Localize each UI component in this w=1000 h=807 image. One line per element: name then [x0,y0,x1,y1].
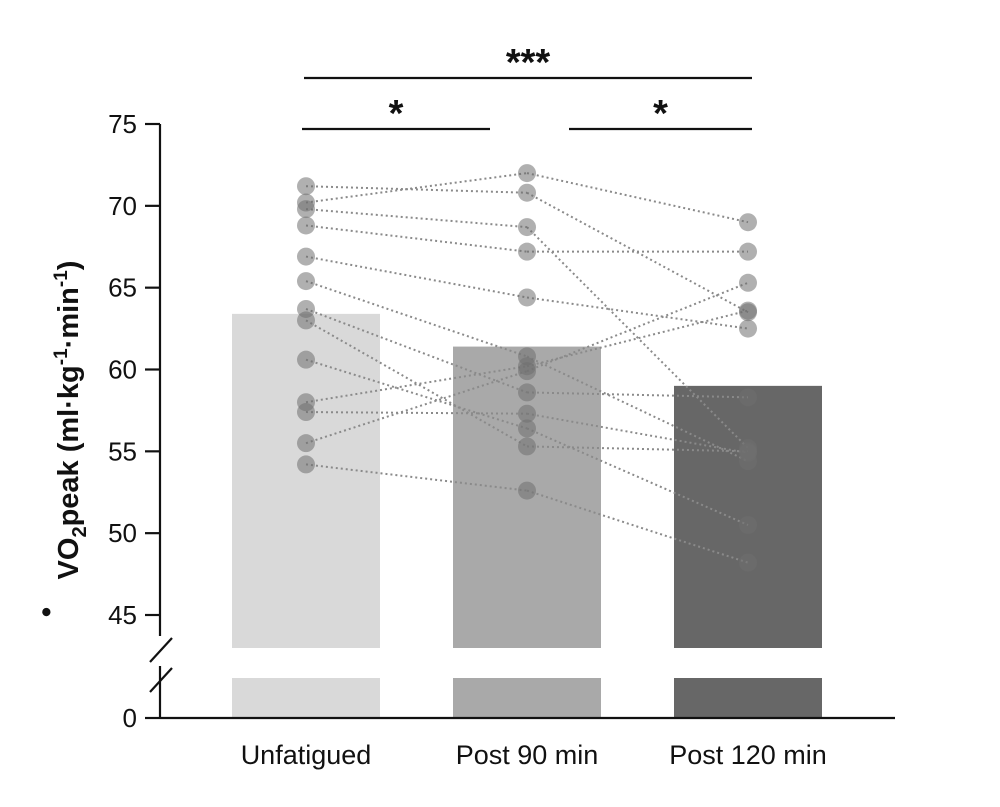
participant-5-point-0 [297,272,315,291]
y-label-exp2: -1 [51,270,72,287]
participant-4-segment-1 [526,296,749,330]
participant-10-point-0 [297,403,315,422]
participant-5-segment-1 [526,355,749,463]
participant-7-point-1 [518,437,536,456]
participant-lines-layer [305,172,749,564]
significance-label-1: * [653,93,668,135]
y-tick-label-50: 50 [108,518,137,548]
participant-4-point-1 [518,288,536,307]
participant-1-segment-1 [526,172,749,224]
y-label-sub2: 2 [69,526,91,537]
participant-6-segment-0 [305,308,528,394]
participant-5-segment-0 [305,280,528,358]
y-label-exp1: -1 [51,348,72,365]
participant-2-segment-0 [305,208,528,229]
participant-12-point-0 [297,455,315,474]
participant-3-point-2 [739,242,757,261]
significance-label-0: * [389,93,404,135]
participant-10-point-1 [518,404,536,423]
participant-8-point-2 [739,515,757,534]
participant-3-point-1 [518,242,536,261]
y-tick-label-55: 55 [108,436,137,466]
participant-12-segment-1 [526,489,749,564]
axis-break-mark-bottom [149,667,173,693]
participant-7-point-0 [297,311,315,330]
participant-10-point-2 [739,443,757,462]
y-tick-label-75: 75 [108,109,137,139]
y-axis: 75 70 65 60 55 50 45 0 [108,109,895,733]
participant-7-segment-1 [526,445,749,453]
x-category-label-2: Post 120 min [669,740,827,770]
participant-8-point-0 [297,350,315,369]
participant-11-segment-0 [305,370,528,445]
participant-6-point-1 [518,383,536,402]
participant-8-segment-0 [305,358,528,430]
participant-4-segment-0 [305,255,528,299]
participant-12-point-2 [739,553,757,572]
participant-4-point-2 [739,319,757,338]
participant-0-point-0 [297,177,315,196]
bar-0-upper [232,313,380,648]
x-axis-categories: Unfatigued Post 90 min Post 120 min [241,740,827,770]
participant-8-point-1 [518,419,536,438]
bar-0-lower [232,678,380,718]
participant-9-segment-0 [305,365,528,404]
y-axis-label: VO2peak (ml·kg-1·min-1) [51,261,91,580]
significance-label-2: *** [506,42,551,84]
participant-2-point-1 [518,218,536,237]
participant-2-segment-1 [526,226,749,449]
participant-11-point-0 [297,434,315,453]
participant-1-point-1 [518,164,536,183]
bar-1-lower [453,678,601,718]
participant-points-layer [297,164,757,572]
y-tick-label-0: 0 [123,703,137,733]
y-label-peak: peak (ml·kg [53,365,85,526]
x-category-label-0: Unfatigued [241,740,372,770]
y-label-o: O [53,538,85,561]
participant-6-segment-1 [526,391,749,399]
axis-break-mark-top [149,637,173,663]
participant-11-point-2 [739,273,757,292]
participant-1-segment-0 [305,172,528,204]
participant-9-point-2 [739,301,757,320]
participant-3-point-0 [297,216,315,235]
y-tick-label-65: 65 [108,273,137,303]
y-label-close: ) [53,261,85,271]
participant-3-segment-0 [305,224,528,253]
participant-0-point-1 [518,183,536,202]
y-tick-label-70: 70 [108,191,137,221]
participant-4-point-0 [297,247,315,266]
participant-11-segment-1 [526,281,749,373]
participant-12-point-1 [518,481,536,500]
participant-10-segment-0 [305,411,528,415]
participant-0-segment-0 [305,185,528,194]
bar-2-lower [674,678,822,718]
y-tick-label-45: 45 [108,600,137,630]
y-label-mid: ·min [53,287,85,348]
y-tick-label-60: 60 [108,355,137,385]
y-label-v: V [53,559,85,579]
participant-2-point-0 [297,200,315,219]
participant-12-segment-0 [305,463,528,492]
participant-11-point-1 [518,362,536,381]
x-category-label-1: Post 90 min [456,740,599,770]
participant-1-point-2 [739,213,757,232]
significance-brackets: * **** [302,42,752,135]
participant-6-point-2 [739,388,757,407]
y-label-dot: • [31,607,63,617]
participant-8-segment-1 [526,427,749,526]
